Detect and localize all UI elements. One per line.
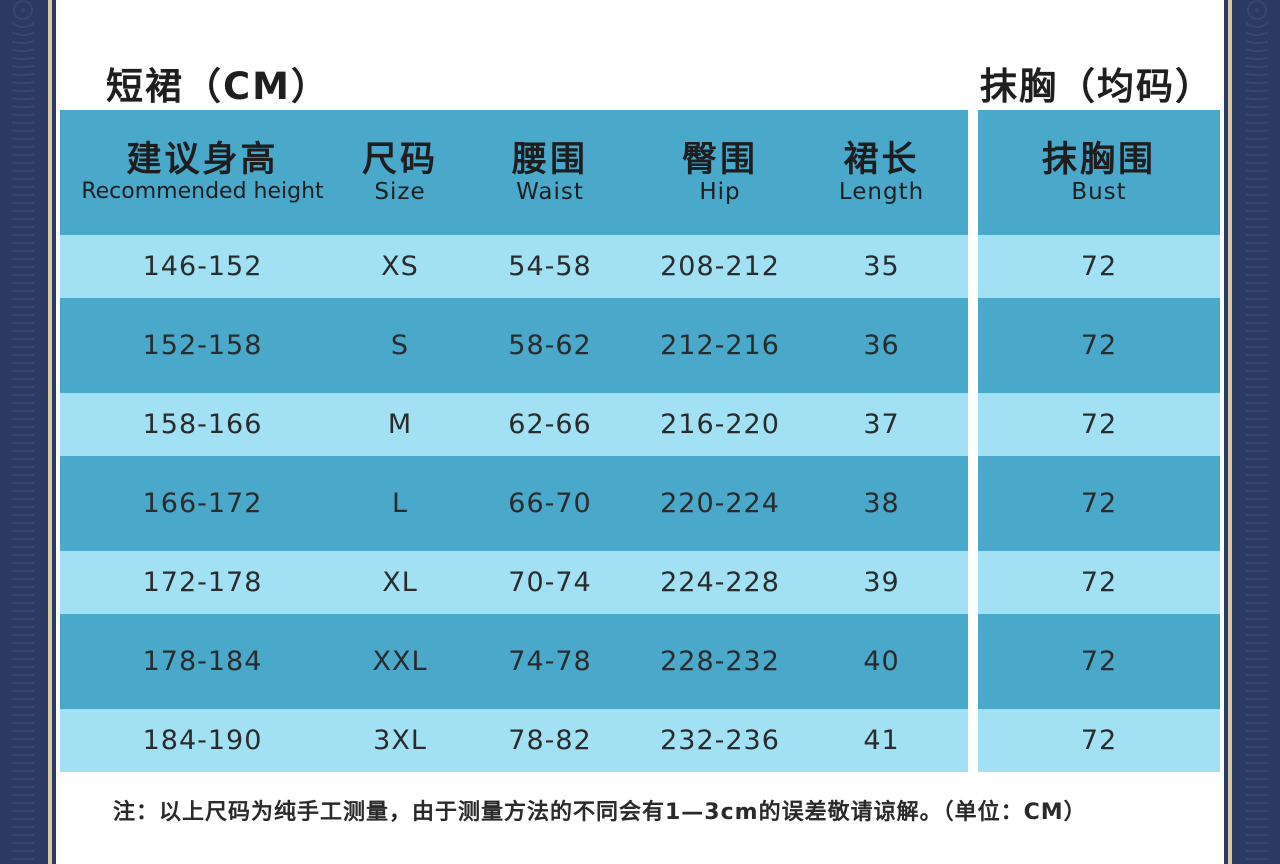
cell-hip: 228-232 <box>645 614 795 709</box>
header-size-en: Size <box>374 178 426 205</box>
cell-waist: 62-66 <box>455 393 645 456</box>
cell-bust: 72 <box>978 393 1220 456</box>
cell-bust: 72 <box>978 709 1220 772</box>
header-hip-en: Hip <box>699 178 741 205</box>
cell-size: 3XL <box>345 709 455 772</box>
measurement-note: 注：以上尺码为纯手工测量，由于测量方法的不同会有1—3cm的误差敬请谅解。（单位… <box>113 800 1087 825</box>
cell-waist: 66-70 <box>455 456 645 551</box>
cell-size: XL <box>345 551 455 614</box>
header-bust-zh: 抹胸围 <box>1041 139 1156 180</box>
cell-hip: 224-228 <box>645 551 795 614</box>
cell-length: 41 <box>795 709 968 772</box>
left-pattern <box>12 0 34 864</box>
cell-hip: 232-236 <box>645 709 795 772</box>
header-length: 裙长 Length <box>795 110 968 235</box>
cell-waist: 54-58 <box>455 235 645 298</box>
cell-length: 37 <box>795 393 968 456</box>
cell-hip: 220-224 <box>645 456 795 551</box>
skirt-size-table: 建议身高 Recommended height 尺码 Size 腰围 Waist… <box>60 110 968 772</box>
cell-length: 36 <box>795 298 968 393</box>
right-pattern <box>1246 0 1268 864</box>
cell-hip: 208-212 <box>645 235 795 298</box>
cell-size: S <box>345 298 455 393</box>
cell-height: 184-190 <box>60 709 345 772</box>
cell-waist: 58-62 <box>455 298 645 393</box>
bust-title: 抹胸（均码） <box>980 65 1214 108</box>
header-size-zh: 尺码 <box>361 139 438 180</box>
cell-length: 38 <box>795 456 968 551</box>
cell-hip: 212-216 <box>645 298 795 393</box>
header-hip-zh: 臀围 <box>681 139 758 180</box>
left-gold-stripe <box>48 0 52 864</box>
header-length-zh: 裙长 <box>843 139 920 180</box>
header-height-en: Recommended height <box>81 178 324 204</box>
cell-bust: 72 <box>978 551 1220 614</box>
cell-length: 35 <box>795 235 968 298</box>
cell-bust: 72 <box>978 298 1220 393</box>
cell-bust: 72 <box>978 456 1220 551</box>
header-waist-zh: 腰围 <box>511 139 588 180</box>
cell-size: M <box>345 393 455 456</box>
left-border <box>0 0 52 864</box>
bust-size-table: 抹胸围 Bust 72 72 72 72 72 72 72 <box>978 110 1220 772</box>
header-height: 建议身高 Recommended height <box>60 110 345 235</box>
header-size: 尺码 Size <box>345 110 455 235</box>
cell-height: 172-178 <box>60 551 345 614</box>
cell-height: 166-172 <box>60 456 345 551</box>
header-waist-en: Waist <box>516 178 584 205</box>
header-length-en: Length <box>838 178 925 205</box>
cell-waist: 70-74 <box>455 551 645 614</box>
right-border <box>1228 0 1280 864</box>
skirt-title: 短裙（CM） <box>106 65 330 108</box>
cell-waist: 74-78 <box>455 614 645 709</box>
header-bust: 抹胸围 Bust <box>978 110 1220 235</box>
header-waist: 腰围 Waist <box>455 110 645 235</box>
cell-size: L <box>345 456 455 551</box>
cell-length: 39 <box>795 551 968 614</box>
cell-bust: 72 <box>978 235 1220 298</box>
cell-waist: 78-82 <box>455 709 645 772</box>
header-hip: 臀围 Hip <box>645 110 795 235</box>
cell-height: 158-166 <box>60 393 345 456</box>
cell-size: XS <box>345 235 455 298</box>
cell-height: 178-184 <box>60 614 345 709</box>
cell-height: 146-152 <box>60 235 345 298</box>
header-height-zh: 建议身高 <box>126 139 279 180</box>
cell-height: 152-158 <box>60 298 345 393</box>
header-bust-en: Bust <box>1071 178 1127 205</box>
cell-length: 40 <box>795 614 968 709</box>
cell-size: XXL <box>345 614 455 709</box>
right-gold-stripe <box>1228 0 1232 864</box>
cell-bust: 72 <box>978 614 1220 709</box>
cell-hip: 216-220 <box>645 393 795 456</box>
